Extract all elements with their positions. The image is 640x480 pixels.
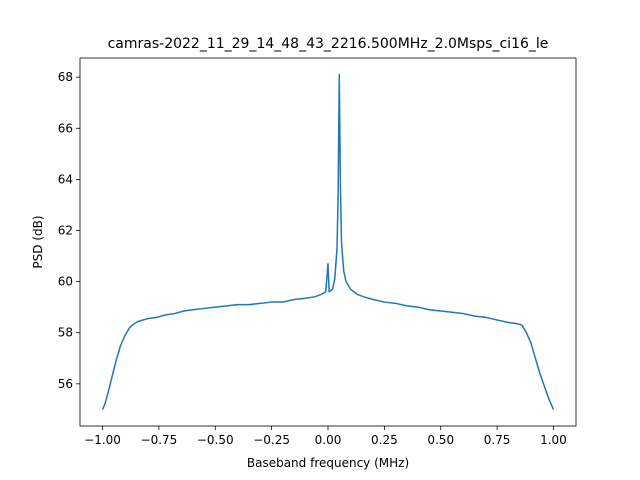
y-axis-label: PSD (dB) [31, 215, 45, 268]
y-tick-label: 64 [58, 172, 73, 186]
psd-line [101, 73, 555, 410]
x-tick-label: −1.00 [84, 433, 121, 447]
x-tick-label: 0.00 [315, 433, 342, 447]
y-tick-label: 56 [58, 377, 73, 391]
x-tick-label: 0.50 [427, 433, 454, 447]
x-tick-label: −0.75 [141, 433, 178, 447]
x-tick-label: 0.25 [371, 433, 398, 447]
axes-frame [79, 57, 577, 427]
y-tick-label: 62 [58, 224, 73, 238]
x-axis-label: Baseband frequency (MHz) [247, 456, 409, 470]
y-tick-label: 68 [58, 70, 73, 84]
y-tick-label: 66 [58, 121, 73, 135]
chart-title: camras-2022_11_29_14_48_43_2216.500MHz_2… [108, 36, 549, 52]
x-tick-label: −0.50 [197, 433, 234, 447]
y-tick-label: 60 [58, 275, 73, 289]
x-tick-label: 1.00 [540, 433, 567, 447]
x-tick-label: 0.75 [484, 433, 511, 447]
x-tick-label: −0.25 [253, 433, 290, 447]
y-tick-label: 58 [58, 326, 73, 340]
